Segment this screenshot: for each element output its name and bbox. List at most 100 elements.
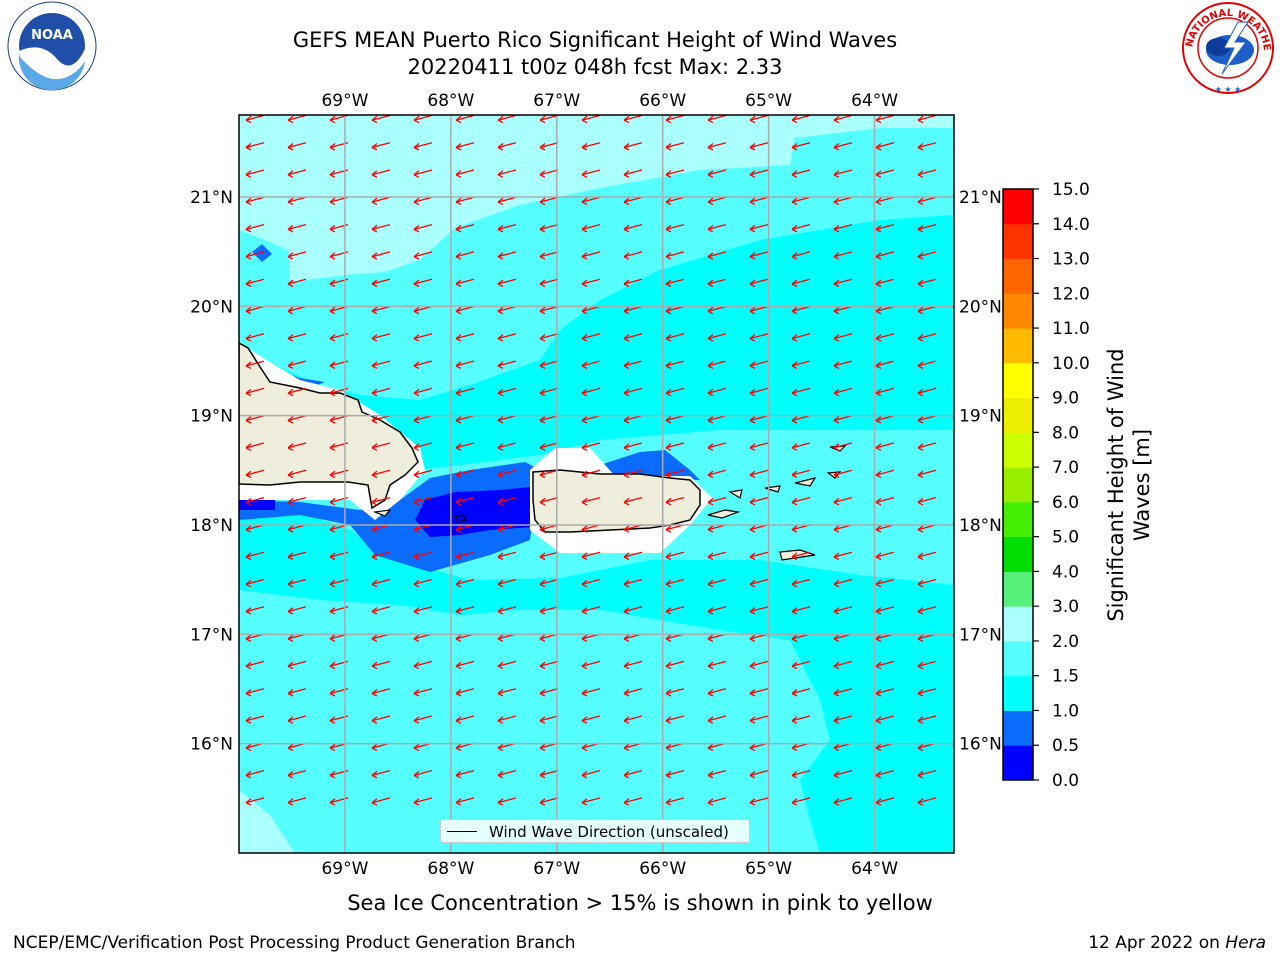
wave-direction-arrowhead bbox=[497, 661, 504, 670]
wave-direction-vector bbox=[287, 305, 307, 312]
wave-direction-vector bbox=[455, 578, 475, 585]
wave-direction-arrowhead bbox=[707, 607, 714, 615]
wave-direction-arrowhead bbox=[707, 716, 714, 724]
wave-direction-arrowhead bbox=[791, 743, 798, 752]
wave-direction-arrowhead bbox=[833, 552, 840, 561]
wave-direction-arrowhead bbox=[623, 142, 630, 151]
wave-direction-vector bbox=[413, 797, 433, 804]
wave-direction-vector bbox=[455, 115, 475, 121]
wave-direction-arrowhead bbox=[917, 252, 924, 260]
wave-direction-vector bbox=[875, 606, 895, 613]
wave-direction-vector bbox=[413, 387, 433, 394]
wave-direction-arrowhead bbox=[875, 443, 882, 451]
wave-direction-arrowhead bbox=[749, 115, 756, 124]
wave-direction-arrowhead bbox=[749, 770, 756, 779]
wave-direction-vector bbox=[455, 142, 475, 149]
wave-direction-arrowhead bbox=[455, 579, 462, 588]
wave-direction-arrowhead bbox=[917, 306, 924, 315]
wave-direction-arrowhead bbox=[707, 443, 714, 451]
wave-direction-vector bbox=[455, 333, 475, 340]
wave-direction-vector bbox=[707, 496, 727, 504]
wave-direction-arrowhead bbox=[371, 252, 378, 260]
wave-direction-vector bbox=[749, 551, 769, 558]
wave-direction-arrowhead bbox=[707, 798, 714, 806]
wave-direction-arrowhead bbox=[917, 443, 924, 451]
wave-direction-vector bbox=[497, 660, 517, 667]
wave-direction-arrowhead bbox=[245, 552, 252, 561]
wave-direction-arrowhead bbox=[749, 197, 756, 206]
colorbar-tick-label: 6.0 bbox=[1052, 493, 1079, 513]
wave-direction-arrowhead bbox=[287, 798, 294, 806]
wave-direction-vector bbox=[581, 278, 601, 285]
wave-direction-vector bbox=[581, 688, 601, 695]
wave-direction-arrowhead bbox=[749, 661, 756, 670]
wave-direction-vector bbox=[623, 660, 643, 667]
wave-direction-vector bbox=[791, 196, 811, 203]
wave-direction-arrowhead bbox=[455, 798, 462, 806]
wave-direction-arrowhead bbox=[707, 334, 714, 342]
colorbar-segment bbox=[1003, 397, 1033, 433]
wave-direction-vector bbox=[245, 305, 265, 312]
wave-direction-arrowhead bbox=[665, 497, 672, 506]
wave-direction-arrowhead bbox=[329, 334, 336, 342]
wave-direction-arrowhead bbox=[917, 552, 924, 561]
wave-direction-arrowhead bbox=[581, 579, 588, 588]
wave-direction-arrowhead bbox=[497, 197, 504, 206]
colorbar-tick-label: 0.0 bbox=[1052, 771, 1079, 791]
wave-direction-vector bbox=[623, 578, 643, 585]
wave-direction-arrowhead bbox=[455, 743, 462, 752]
wave-direction-arrowhead bbox=[455, 252, 462, 260]
wave-direction-vector bbox=[791, 606, 811, 613]
wave-direction-arrowhead bbox=[791, 661, 798, 670]
wave-direction-arrowhead bbox=[245, 306, 252, 315]
wave-direction-vector bbox=[371, 660, 391, 667]
wave-direction-arrowhead bbox=[749, 743, 756, 752]
wave-direction-arrowhead bbox=[497, 170, 504, 178]
wave-direction-vector bbox=[581, 551, 601, 558]
footer-branch: NCEP/EMC/Verification Post Processing Pr… bbox=[13, 933, 576, 953]
wave-direction-arrowhead bbox=[917, 279, 924, 288]
wave-direction-vector bbox=[917, 578, 937, 585]
wave-direction-arrowhead bbox=[581, 634, 588, 642]
wave-direction-arrowhead bbox=[665, 279, 672, 288]
wave-direction-vector bbox=[749, 606, 769, 613]
wave-direction-arrowhead bbox=[455, 197, 462, 206]
wave-direction-arrowhead bbox=[833, 415, 840, 424]
wave-direction-vector bbox=[665, 442, 685, 449]
wave-direction-arrowhead bbox=[455, 279, 462, 288]
wave-direction-arrowhead bbox=[413, 115, 420, 124]
wave-direction-arrowhead bbox=[917, 525, 924, 533]
wave-direction-arrowhead bbox=[833, 716, 840, 724]
wave-direction-arrowhead bbox=[329, 306, 336, 315]
wave-direction-arrowhead bbox=[875, 252, 882, 260]
wave-direction-arrowhead bbox=[287, 661, 294, 670]
colorbar-tick-label: 1.0 bbox=[1052, 701, 1079, 721]
wave-direction-vector bbox=[623, 278, 643, 285]
wave-direction-arrowhead bbox=[623, 306, 630, 315]
wave-direction-arrowhead bbox=[791, 279, 798, 288]
wave-direction-arrowhead bbox=[707, 552, 714, 561]
wave-direction-arrowhead bbox=[539, 224, 546, 233]
wave-direction-vector bbox=[833, 769, 853, 777]
wave-direction-arrowhead bbox=[875, 306, 882, 315]
wave-direction-vector bbox=[875, 278, 895, 285]
colorbar-tick-label: 12.0 bbox=[1052, 284, 1090, 304]
wave-direction-vector bbox=[455, 169, 475, 176]
wave-direction-arrowhead bbox=[371, 142, 378, 151]
wave-direction-arrowhead bbox=[455, 142, 462, 151]
wave-direction-arrowhead bbox=[707, 170, 714, 178]
wave-direction-arrowhead bbox=[623, 688, 630, 697]
wave-direction-arrowhead bbox=[623, 224, 630, 233]
wave-direction-arrowhead bbox=[791, 579, 798, 588]
wave-direction-vector bbox=[623, 142, 643, 149]
wave-direction-vector bbox=[749, 797, 769, 804]
wave-direction-arrowhead bbox=[791, 115, 798, 124]
wave-direction-vector bbox=[497, 196, 517, 203]
wave-direction-arrowhead bbox=[245, 497, 252, 506]
wave-direction-vector bbox=[623, 169, 643, 176]
wave-direction-arrowhead bbox=[665, 607, 672, 615]
wave-direction-arrowhead bbox=[329, 443, 336, 451]
wave-direction-arrowhead bbox=[287, 252, 294, 260]
wave-direction-arrowhead bbox=[455, 415, 462, 424]
wave-direction-vector bbox=[287, 278, 307, 285]
